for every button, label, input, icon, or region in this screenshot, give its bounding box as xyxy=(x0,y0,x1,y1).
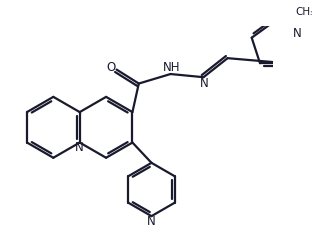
Text: CH₃: CH₃ xyxy=(296,7,312,17)
Text: N: N xyxy=(200,77,208,90)
Text: NH: NH xyxy=(163,61,181,74)
Text: O: O xyxy=(106,61,115,74)
Text: N: N xyxy=(147,215,156,228)
Text: N: N xyxy=(75,141,83,154)
Text: N: N xyxy=(293,27,302,40)
